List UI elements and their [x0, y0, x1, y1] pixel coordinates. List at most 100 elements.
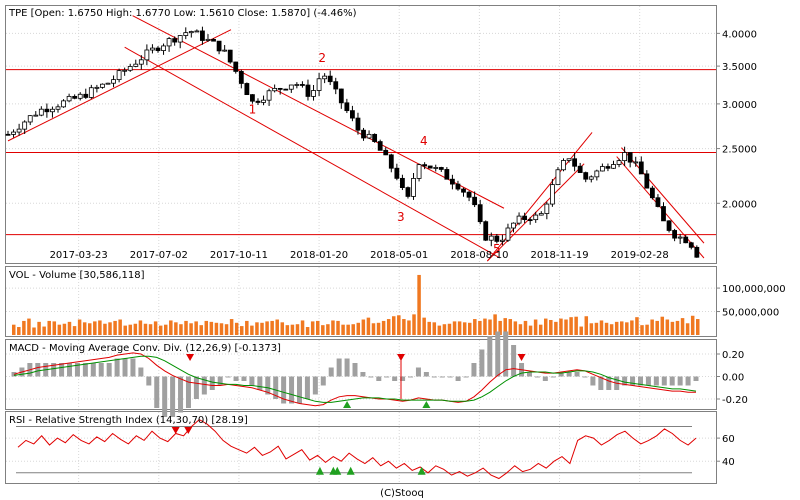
candle-body — [455, 183, 461, 190]
candle-body — [572, 158, 578, 167]
candle-body — [266, 90, 272, 101]
candle-body — [433, 167, 439, 169]
volume-bar — [224, 324, 229, 335]
volume-bar — [240, 326, 244, 335]
volume-bar — [554, 321, 558, 335]
volume-bar — [118, 319, 122, 335]
candle-body — [61, 100, 66, 108]
macd-histogram-bar — [558, 372, 564, 377]
volume-tick-label: 100,000,000 — [722, 284, 786, 295]
volume-bar — [599, 320, 604, 335]
macd-histogram-bar — [122, 358, 128, 377]
buy-signal-marker — [315, 466, 324, 475]
x-tick-label: 2018-08-10 — [450, 250, 508, 261]
x-tick-label: 2018-05-01 — [370, 250, 428, 261]
volume-bar — [214, 322, 219, 335]
wave-label: 1 — [249, 103, 257, 117]
macd-histogram-bar — [257, 376, 263, 390]
candle-body — [316, 78, 322, 91]
volume-bar — [346, 324, 350, 335]
buy-signal-marker — [422, 401, 431, 408]
macd-tick-label: -0.20 — [722, 395, 748, 406]
candle-body — [261, 99, 266, 103]
macd-histogram-bar — [233, 376, 239, 381]
candle-body — [127, 66, 133, 71]
candle-body — [300, 84, 305, 86]
macd-histogram-bar — [281, 376, 287, 404]
macd-histogram-bar — [241, 376, 247, 381]
volume-bar — [108, 322, 112, 335]
candle-body — [288, 84, 294, 90]
candle-body — [222, 49, 228, 52]
volume-bar — [452, 321, 457, 335]
candle-body — [105, 82, 111, 85]
macd-histogram-bar — [693, 376, 699, 381]
candle-body — [194, 30, 200, 33]
volume-bar — [483, 318, 487, 335]
volume-bar — [569, 317, 573, 335]
candle-body — [272, 87, 278, 92]
candle-body — [644, 173, 650, 189]
x-tick-label: 2018-01-20 — [290, 250, 348, 261]
candle-body — [416, 164, 422, 179]
rsi-title: RSI - Relative Strength Index (14,30,70)… — [9, 415, 248, 426]
volume-bar — [538, 324, 543, 335]
macd-histogram-bar — [154, 376, 160, 408]
candle-body — [566, 158, 572, 161]
volume-bar — [533, 319, 538, 335]
volume-bar — [574, 316, 578, 335]
volume-bar — [234, 322, 239, 335]
volume-bar — [93, 321, 97, 335]
macd-histogram-bar — [217, 376, 223, 386]
candle-body — [538, 213, 544, 216]
volume-bar — [275, 319, 279, 335]
volume-bar — [645, 324, 649, 335]
candle-body — [483, 221, 489, 241]
volume-bar — [594, 322, 599, 335]
price-tick-label: 2.5000 — [722, 145, 757, 156]
tick-layer: 2017-03-23 2017-07-02 2017-10-11 2018-01-20… — [50, 29, 786, 468]
candle-body — [200, 30, 205, 41]
candle-body — [255, 100, 261, 103]
wave-label: 3 — [397, 210, 405, 224]
macd-histogram-bar — [423, 372, 429, 377]
volume-bar — [290, 324, 295, 335]
candle-body — [277, 87, 283, 90]
volume-bar — [422, 317, 426, 335]
macd-histogram-bar — [74, 363, 80, 377]
volume-bar — [77, 319, 82, 335]
macd-histogram-bar — [503, 331, 509, 377]
candle-body — [594, 170, 600, 178]
candle-body — [549, 184, 555, 205]
price-tick-label: 3.0000 — [722, 100, 757, 111]
rsi-tick-label: 40 — [722, 457, 735, 468]
macd-histogram-bar — [130, 358, 136, 377]
volume-bar — [62, 323, 67, 335]
candle-body — [438, 167, 444, 170]
volume-bar — [614, 321, 619, 335]
macd-histogram-bar — [376, 376, 382, 381]
candle-body — [372, 133, 378, 142]
macd-tick-label: 0.20 — [722, 350, 744, 361]
volume-bar — [675, 320, 680, 335]
macd-histogram-bar — [336, 358, 342, 377]
candle-body — [616, 160, 622, 165]
candle-body — [472, 196, 478, 206]
volume-bar — [164, 324, 168, 335]
macd-histogram-bar — [534, 376, 540, 378]
candle-body — [66, 95, 72, 102]
wave-label: 5 — [493, 242, 501, 256]
volume-bar — [442, 324, 447, 335]
wave-label: 2 — [318, 51, 326, 65]
macd-histogram-bar — [328, 367, 334, 377]
volume-bar — [680, 318, 685, 335]
volume-bar — [412, 314, 416, 335]
macd-histogram-bar — [304, 376, 310, 399]
volume-bar — [523, 320, 528, 335]
volume-bar — [128, 324, 133, 335]
volume-bar — [67, 321, 72, 335]
macd-histogram-bar — [67, 363, 73, 377]
volume-bar — [331, 320, 335, 335]
candle-body — [599, 166, 605, 172]
candle-body — [655, 197, 661, 207]
